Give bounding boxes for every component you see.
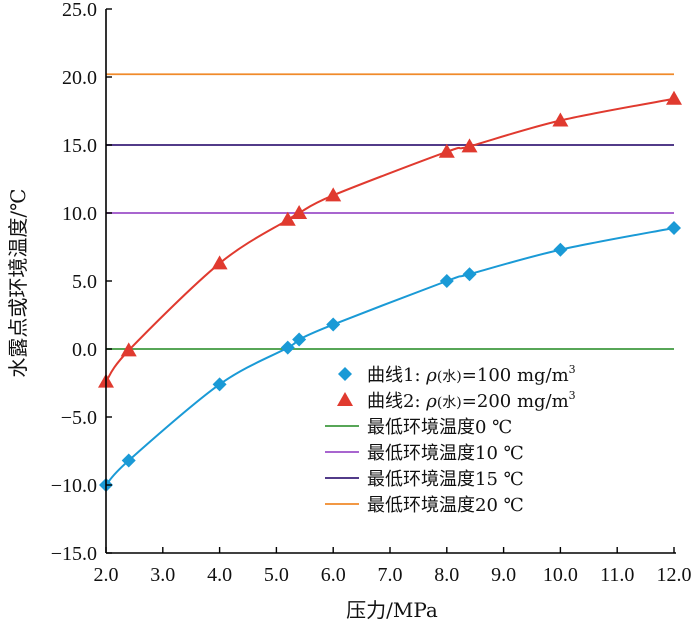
- diamond-point: [462, 267, 477, 282]
- y-tick-label: −10.0: [51, 475, 97, 497]
- diamond-point: [553, 242, 568, 257]
- triangle-point: [291, 205, 308, 219]
- diamond-point: [280, 340, 295, 355]
- legend-label: 曲线1: ρ(水)=100 mg/m3: [367, 363, 576, 386]
- triangle-point: [325, 187, 342, 202]
- x-tick-label: 12.0: [657, 564, 692, 586]
- legend-marker: [338, 367, 352, 381]
- legend-label: 最低环境温度0 ℃: [367, 417, 512, 438]
- x-tick-label: 9.0: [491, 564, 516, 586]
- legend-label: 最低环境温度20 ℃: [367, 495, 524, 516]
- x-ticks: 2.0 3.0 4.0 5.0 6.0 7.0 8.0 9.0 10.0 11.0 12.0: [94, 547, 692, 586]
- x-tick-label: 2.0: [94, 564, 119, 586]
- triangle-point: [211, 255, 228, 270]
- y-tick-label: 20.0: [62, 67, 97, 89]
- x-tick-label: 3.0: [150, 564, 175, 586]
- y-ticks: 25.0 20.0 15.0 10.0 5.0 0.0 −5.0 −10.0 −15.0: [51, 0, 112, 565]
- triangle-point: [666, 90, 682, 105]
- y-axis-label: 水露点或环境温度/℃: [6, 188, 30, 377]
- y-tick-label: 10.0: [62, 203, 97, 225]
- x-tick-label: 4.0: [207, 564, 232, 586]
- diamond-point: [212, 377, 227, 392]
- triangle-point: [461, 138, 478, 153]
- y-tick-label: 25.0: [62, 0, 97, 21]
- diamond-point: [439, 274, 454, 288]
- y-tick-label: −5.0: [61, 407, 97, 429]
- legend-label: 最低环境温度15 ℃: [367, 469, 524, 490]
- x-tick-label: 5.0: [264, 564, 289, 586]
- x-tick-label: 11.0: [600, 564, 634, 586]
- legend: 曲线1: ρ(水)=100 mg/m3 曲线2: ρ(水)=200 mg/m3 最低…: [325, 363, 576, 516]
- y-tick-label: −15.0: [51, 543, 97, 565]
- triangle-point: [438, 143, 455, 158]
- y-tick-label: 15.0: [62, 135, 97, 157]
- x-tick-label: 6.0: [321, 564, 346, 586]
- y-tick-label: 0.0: [72, 339, 97, 361]
- series-curve: [105, 97, 675, 383]
- series-curve: [105, 226, 675, 486]
- curves: [105, 97, 675, 486]
- x-tick-label: 8.0: [434, 564, 459, 586]
- diamond-point: [326, 317, 341, 332]
- x-axis-label: 压力/MPa: [346, 598, 438, 622]
- triangle-point: [279, 211, 296, 226]
- triangle-point: [120, 342, 137, 357]
- y-tick-label: 5.0: [72, 271, 97, 293]
- x-tick-label: 7.0: [378, 564, 403, 586]
- x-tick-label: 10.0: [543, 564, 578, 586]
- legend-label: 曲线2: ρ(水)=200 mg/m3: [367, 389, 576, 412]
- diamond-point: [292, 332, 307, 347]
- triangle-point: [552, 112, 569, 127]
- diamond-point: [121, 453, 136, 468]
- reference-lines: [106, 73, 674, 350]
- diamond-point: [667, 220, 681, 235]
- legend-label: 最低环境温度10 ℃: [367, 443, 524, 464]
- legend-marker: [337, 392, 353, 406]
